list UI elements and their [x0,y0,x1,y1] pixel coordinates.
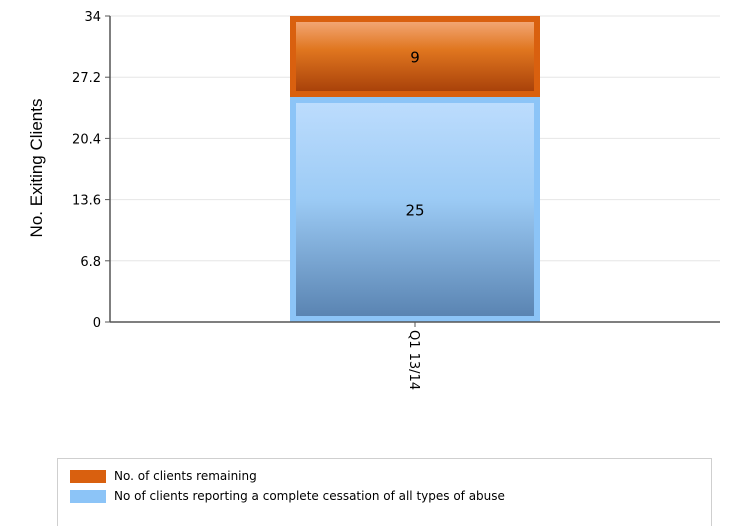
legend-label-remaining: No. of clients remaining [114,469,257,483]
legend-swatch-cessation [70,489,106,503]
y-tick-label-0: 0 [93,316,101,331]
y-axis-title: No. Exiting Clients [27,99,46,238]
bar-fill-1-0 [296,22,534,91]
legend-item-cessation: No of clients reporting a complete cessa… [70,488,505,504]
legend-swatch-remaining [70,469,106,483]
legend: No. of clients remaining No of clients r… [57,458,712,526]
y-tick-label-2: 13.6 [72,194,101,209]
bar-fill-0-0 [296,103,534,316]
stacked-bar-chart: 0 6.8 13.6 20.4 27.2 34 25 9 Q1 13/14 No. Exitin… [27,10,720,390]
labels: 0 6.8 13.6 20.4 27.2 34 25 9 Q1 13/14 [72,10,425,390]
legend-item-remaining: No. of clients remaining [70,468,257,484]
data-label-0-0: 25 [405,202,424,220]
legend-label-cessation: No of clients reporting a complete cessa… [114,489,505,503]
bars [290,16,540,322]
x-tick-label-0: Q1 13/14 [406,330,421,390]
y-tick-label-5: 34 [84,10,101,25]
y-tick-label-4: 27.2 [72,71,101,86]
y-tick-label-1: 6.8 [80,255,101,270]
axes [105,15,720,327]
data-label-1-0: 9 [410,49,420,67]
y-tick-label-3: 20.4 [72,132,101,147]
